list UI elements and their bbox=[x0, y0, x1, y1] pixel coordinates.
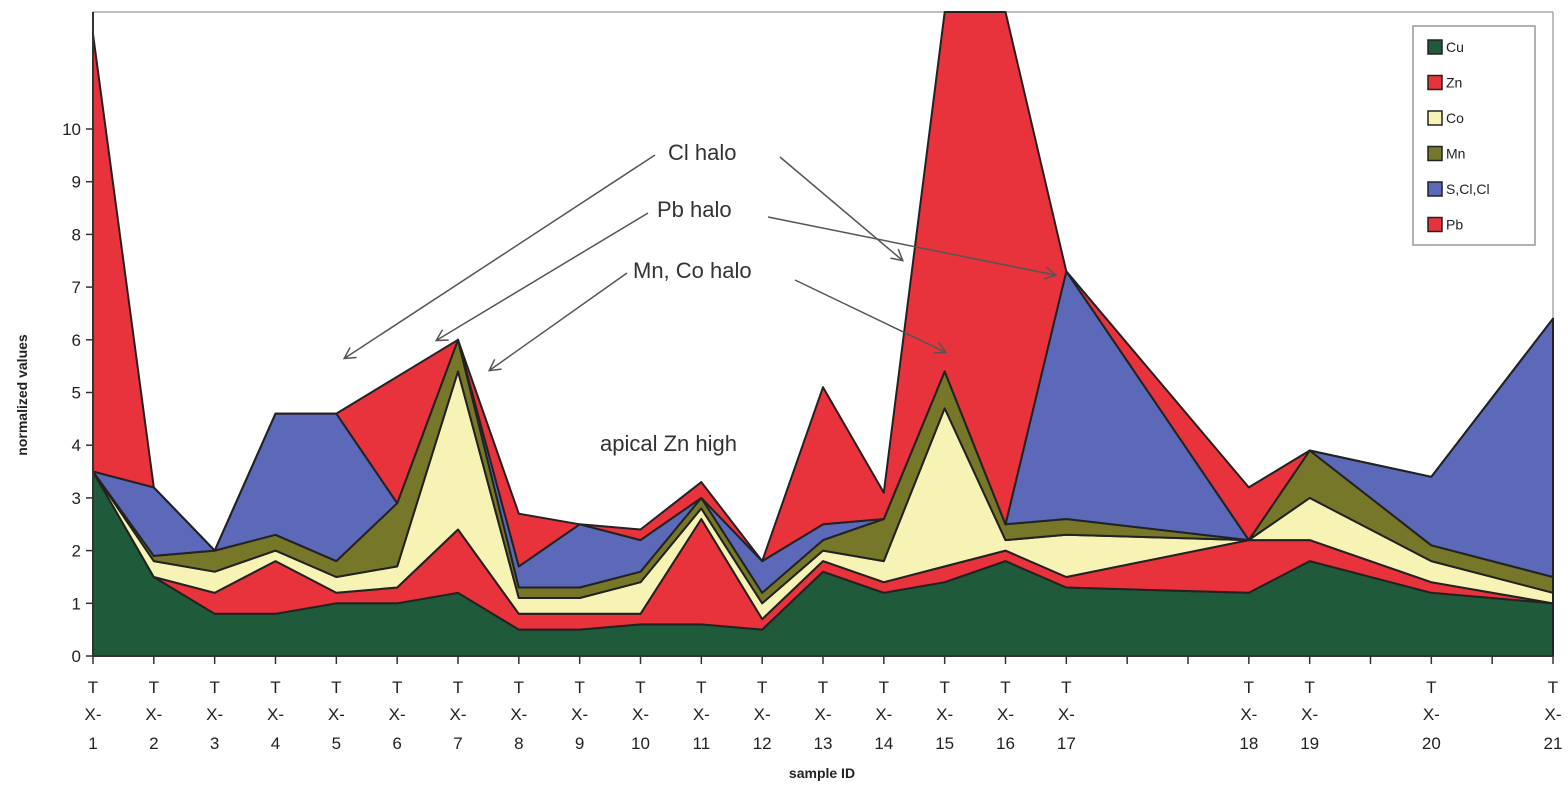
y-tick-label: 8 bbox=[72, 225, 81, 244]
x-tick-label: T X-21 bbox=[1544, 678, 1563, 753]
pb-halo-arrow-right bbox=[767, 216, 1058, 280]
x-tick-label: T X-14 bbox=[874, 678, 893, 753]
annotation-arrows bbox=[342, 154, 1058, 372]
x-tick-label: T X-4 bbox=[267, 678, 284, 753]
axes: 0 1 2 3 4 5 6 7 8 9 10 T X-1 T X-2 T X-3 T X-4 T X-5 T X-6 T X-7… bbox=[62, 12, 1562, 753]
legend-swatch-cu bbox=[1427, 39, 1443, 55]
legend-swatch-s-cl-cl bbox=[1427, 181, 1443, 197]
y-tick-label: 3 bbox=[72, 489, 81, 508]
x-tick-label: T X-11 bbox=[693, 678, 711, 753]
y-tick-label: 4 bbox=[72, 436, 81, 455]
legend-label-cu: Cu bbox=[1446, 39, 1464, 55]
x-tick-label: T X-19 bbox=[1300, 678, 1319, 753]
mn-co-halo-arrow-left bbox=[487, 272, 628, 372]
annotation-cl-halo: Cl halo bbox=[668, 140, 736, 165]
x-axis-title: sample ID bbox=[789, 765, 855, 781]
legend-swatch-zn bbox=[1427, 74, 1443, 91]
y-tick-label: 1 bbox=[72, 594, 81, 613]
y-tick-label: 0 bbox=[72, 647, 81, 666]
legend-box bbox=[1412, 25, 1536, 246]
legend-swatch-mn bbox=[1427, 145, 1443, 162]
legend-label-s-cl-cl: S,Cl,Cl bbox=[1446, 181, 1490, 197]
x-tick-label: T X-10 bbox=[631, 678, 650, 753]
cl-halo-arrow-left bbox=[342, 154, 656, 360]
legend-swatch-co bbox=[1427, 110, 1443, 126]
x-tick-label: T X-9 bbox=[571, 678, 588, 753]
cl-halo-arrow-right bbox=[779, 156, 904, 262]
legend-label-mn: Mn bbox=[1446, 146, 1465, 162]
y-tick-label: 2 bbox=[72, 542, 81, 561]
x-tick-label: T X-15 bbox=[935, 678, 954, 753]
y-tick-label: 9 bbox=[72, 173, 81, 192]
legend-label-co: Co bbox=[1446, 110, 1464, 126]
pb-halo-arrow-left bbox=[434, 212, 649, 342]
x-tick-label: T X-6 bbox=[389, 678, 406, 753]
legend-label-zn: Zn bbox=[1446, 75, 1462, 91]
mn-co-halo-arrow-right bbox=[794, 279, 948, 354]
x-tick-label: T X-5 bbox=[328, 678, 345, 753]
y-tick-label: 5 bbox=[72, 384, 81, 403]
x-tick-label: T X-8 bbox=[510, 678, 527, 753]
x-tick-label: T X-2 bbox=[145, 678, 162, 753]
x-tick-label: T X-16 bbox=[996, 678, 1015, 753]
legend: Cu Zn Co Mn S,Cl,Cl Pb bbox=[1412, 25, 1536, 246]
y-tick-label: 10 bbox=[62, 120, 81, 139]
x-tick-label: T X-1 bbox=[85, 678, 102, 753]
x-tick-label: T X-20 bbox=[1422, 678, 1441, 753]
x-tick-label: T X-7 bbox=[450, 678, 467, 753]
y-axis-title: normalized values bbox=[14, 334, 30, 456]
x-tick-label: T X-18 bbox=[1239, 678, 1258, 753]
annotation-pb-halo: Pb halo bbox=[657, 197, 732, 222]
x-tick-label: T X-3 bbox=[206, 678, 223, 753]
y-tick-label: 7 bbox=[72, 278, 81, 297]
legend-label-pb: Pb bbox=[1446, 217, 1463, 233]
annotation-mn-co-halo: Mn, Co halo bbox=[633, 258, 752, 283]
x-tick-label: T X-13 bbox=[814, 678, 833, 753]
stacked-areas bbox=[92, 11, 1554, 657]
x-tick-label: T X-12 bbox=[753, 678, 772, 753]
legend-swatch-pb bbox=[1427, 216, 1443, 233]
area-pb bbox=[92, 11, 1554, 568]
annotation-apical-zn-high: apical Zn high bbox=[600, 431, 737, 456]
x-tick-label: T X-17 bbox=[1057, 678, 1076, 753]
y-tick-label: 6 bbox=[72, 331, 81, 350]
